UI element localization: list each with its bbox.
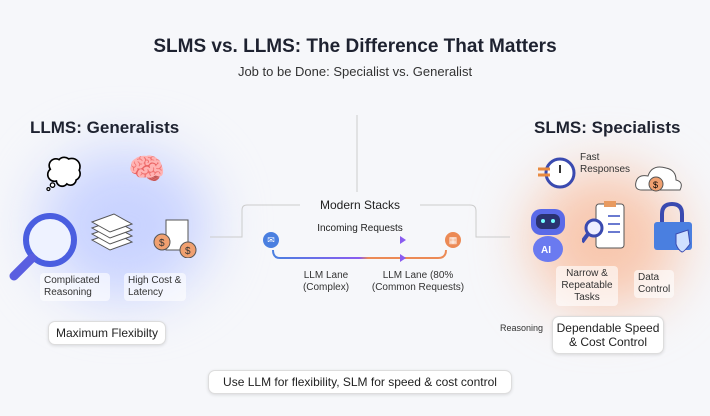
modern-stacks-title: Modern Stacks <box>319 198 401 212</box>
callout-maximum-flexibility: Maximum Flexibilty <box>48 321 166 345</box>
document-stack-icon <box>88 212 136 259</box>
label-fast-responses: Fast Responses <box>580 152 631 175</box>
svg-text:$: $ <box>185 246 191 257</box>
inbox-icon: ✉ <box>263 232 279 248</box>
invoice-dollar-icon: $ $ <box>152 218 202 263</box>
svg-text:AI: AI <box>541 245 551 256</box>
llms-title: LLMS: Generalists <box>30 118 180 137</box>
lane-arrows <box>272 236 447 262</box>
svg-text:$: $ <box>159 238 165 249</box>
lane-complex-label: LLM Lane (Complex) <box>302 270 350 293</box>
lane-common-label: LLM Lane (80% (Common Requests) <box>371 270 465 293</box>
cloud-dollar-icon: $ <box>634 160 684 199</box>
label-complicated-reasoning: Complicated Reasoning <box>40 273 110 301</box>
slms-title: SLMS: Specialists <box>534 118 681 137</box>
label-reasoning: Reasoning <box>500 323 544 333</box>
lock-shield-icon <box>650 200 696 261</box>
callout-dependable-speed: Dependable Speed & Cost Control <box>552 316 664 354</box>
page-title: SLMS vs. LLMS: The Difference That Matte… <box>153 36 557 57</box>
label-narrow-repeatable-tasks: Narrow & Repeatable Tasks <box>556 266 618 306</box>
footer-summary: Use LLM for flexibility, SLM for speed &… <box>208 370 512 394</box>
label-high-cost-latency: High Cost & Latency <box>124 273 186 301</box>
label-data-control: Data Control <box>634 270 674 298</box>
brain-icon: 🧠 <box>128 153 166 186</box>
incoming-requests-label: Incoming Requests <box>317 223 403 234</box>
ai-robot-icon: AI <box>525 203 571 270</box>
svg-text:$: $ <box>653 180 658 190</box>
grid-app-icon: ▦ <box>445 232 461 248</box>
thought-bubble-gear-question-icon: 💭 <box>45 158 83 191</box>
page-subtitle: Job to be Done: Specialist vs. Generalis… <box>237 64 473 79</box>
magnifier-icon <box>8 210 78 287</box>
connector-lines <box>210 115 510 238</box>
clipboard-search-icon <box>580 200 628 257</box>
clock-icon <box>538 155 578 196</box>
